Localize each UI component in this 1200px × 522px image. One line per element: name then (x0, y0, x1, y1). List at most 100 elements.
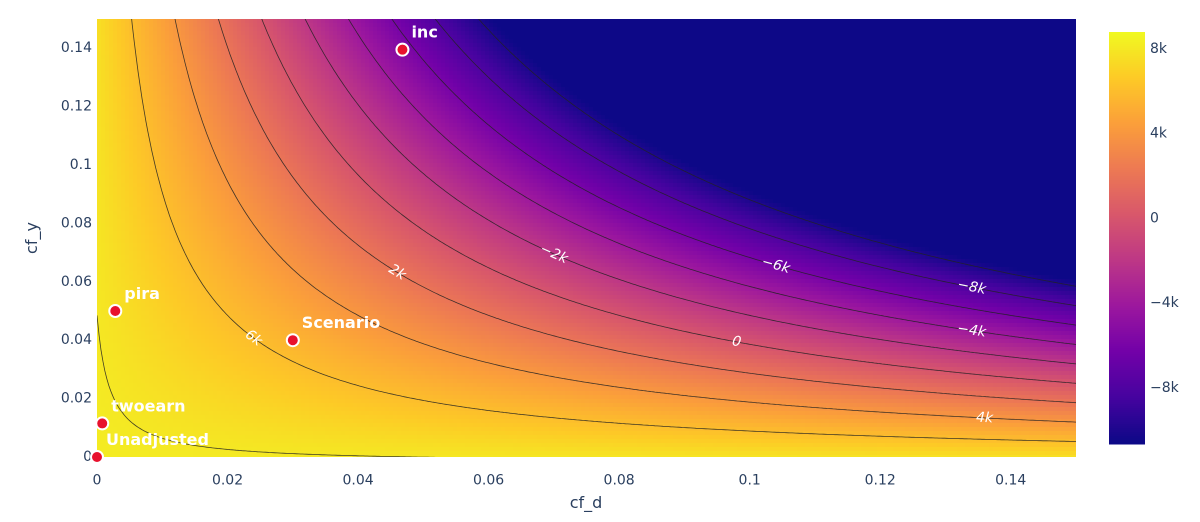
heatmap-cell (365, 71, 370, 76)
heatmap-cell (685, 83, 690, 88)
heatmap-cell (489, 91, 494, 96)
heatmap-cell (441, 71, 446, 76)
heatmap-cell (757, 91, 762, 96)
heatmap-cell (873, 19, 878, 24)
heatmap-cell (833, 59, 838, 64)
heatmap-cell (429, 51, 434, 56)
heatmap-cell (1045, 51, 1050, 56)
heatmap-cell (781, 83, 786, 88)
heatmap-cell (405, 99, 410, 104)
heatmap-cell (589, 95, 594, 100)
heatmap-cell (425, 75, 430, 80)
heatmap-cell (125, 47, 130, 52)
heatmap-cell (457, 99, 462, 104)
heatmap-cell (333, 43, 338, 48)
heatmap-cell (149, 99, 154, 104)
heatmap-cell (265, 35, 270, 40)
heatmap-cell (201, 23, 206, 28)
heatmap-cell (133, 35, 138, 40)
heatmap-cell (933, 35, 938, 40)
heatmap-cell (993, 71, 998, 76)
heatmap-cell (421, 31, 426, 36)
heatmap-cell (261, 95, 266, 100)
heatmap-cell (1033, 27, 1038, 32)
heatmap-cell (789, 67, 794, 72)
heatmap-cell (293, 99, 298, 104)
heatmap-cell (981, 23, 986, 28)
heatmap-cell (381, 23, 386, 28)
heatmap-cell (665, 31, 670, 36)
heatmap-cell (193, 95, 198, 100)
heatmap-cell (1057, 91, 1062, 96)
heatmap-cell (529, 35, 534, 40)
heatmap-cell (977, 79, 982, 84)
heatmap-cell (833, 27, 838, 32)
heatmap-cell (1021, 75, 1026, 80)
heatmap-cell (601, 19, 606, 24)
heatmap-cell (113, 43, 118, 48)
heatmap-cell (345, 35, 350, 40)
heatmap-cell (561, 19, 566, 24)
heatmap-cell (345, 63, 350, 68)
heatmap-cell (741, 59, 746, 64)
heatmap-cell (149, 19, 154, 24)
heatmap-cell (769, 35, 774, 40)
heatmap-cell (129, 31, 134, 36)
heatmap-cell (1061, 55, 1066, 60)
heatmap-cell (577, 39, 582, 44)
heatmap-cell (553, 83, 558, 88)
heatmap-cell (325, 51, 330, 56)
heatmap-cell (225, 59, 230, 64)
heatmap-cell (249, 27, 254, 32)
heatmap-cell (885, 31, 890, 36)
heatmap-cell (525, 71, 530, 76)
heatmap-cell (505, 43, 510, 48)
heatmap-cell (957, 79, 962, 84)
heatmap-cell (645, 63, 650, 68)
heatmap-cell (969, 51, 974, 56)
heatmap-cell (397, 67, 402, 72)
heatmap-cell (673, 67, 678, 72)
heatmap-cell (349, 95, 354, 100)
heatmap-cell (977, 55, 982, 60)
heatmap-cell (841, 35, 846, 40)
heatmap-cell (597, 95, 602, 100)
heatmap-cell (413, 79, 418, 84)
heatmap-cell (413, 47, 418, 52)
heatmap-cell (709, 47, 714, 52)
heatmap-cell (157, 67, 162, 72)
heatmap-cell (173, 91, 178, 96)
heatmap-cell (313, 59, 318, 64)
heatmap-cell (297, 19, 302, 24)
heatmap-cell (425, 39, 430, 44)
heatmap-cell (185, 99, 190, 104)
heatmap-cell (593, 31, 598, 36)
heatmap-cell (929, 43, 934, 48)
heatmap-cell (865, 23, 870, 28)
heatmap-cell (781, 47, 786, 52)
heatmap-cell (417, 55, 422, 60)
heatmap-cell (785, 83, 790, 88)
heatmap-cell (1021, 71, 1026, 76)
heatmap-cell (557, 75, 562, 80)
heatmap-cell (1073, 63, 1076, 68)
heatmap-cell (801, 51, 806, 56)
heatmap-cell (789, 19, 794, 24)
heatmap-cell (581, 91, 586, 96)
heatmap-cell (505, 19, 510, 24)
heatmap-cell (905, 31, 910, 36)
heatmap-cell (1045, 35, 1050, 40)
heatmap-cell (305, 87, 310, 92)
heatmap-cell (657, 47, 662, 52)
heatmap-cell (809, 31, 814, 36)
heatmap-cell (549, 67, 554, 72)
heatmap-cell (437, 59, 442, 64)
heatmap-cell (873, 63, 878, 68)
heatmap-cell (225, 71, 230, 76)
heatmap-cell (489, 43, 494, 48)
heatmap-cell (277, 35, 282, 40)
heatmap-cell (401, 55, 406, 60)
heatmap-cell (1017, 43, 1022, 48)
heatmap-cell (953, 67, 958, 72)
